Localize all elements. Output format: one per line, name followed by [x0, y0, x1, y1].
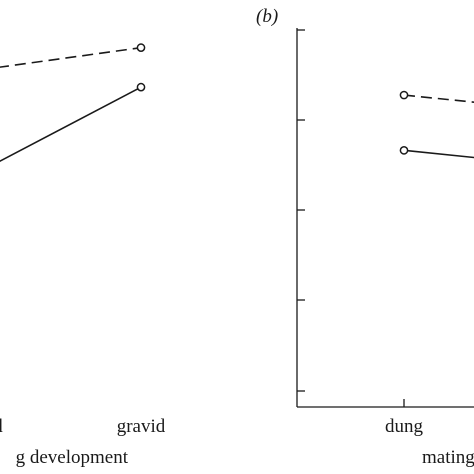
series-1-point-1 — [136, 82, 146, 92]
x-tick-label-0: dung — [385, 416, 424, 437]
series-0-line — [403, 94, 474, 104]
x-axis-label: g development — [16, 447, 129, 468]
series-0-point-1 — [136, 43, 146, 53]
series-0-line — [0, 46, 142, 68]
series-1-point-0 — [399, 146, 409, 155]
x-tick-label-1: gravid — [117, 416, 166, 437]
series-1-line — [403, 149, 474, 159]
series-1-line — [0, 86, 142, 163]
panel-b-label: (b) — [256, 6, 278, 27]
x-axis-label: mating — [422, 447, 474, 468]
panel-a: d gravid g development — [0, 43, 166, 468]
panel-b: (b) dung mating — [256, 6, 474, 468]
series-0-point-0 — [399, 90, 409, 100]
x-tick-label-0: d — [0, 416, 3, 437]
